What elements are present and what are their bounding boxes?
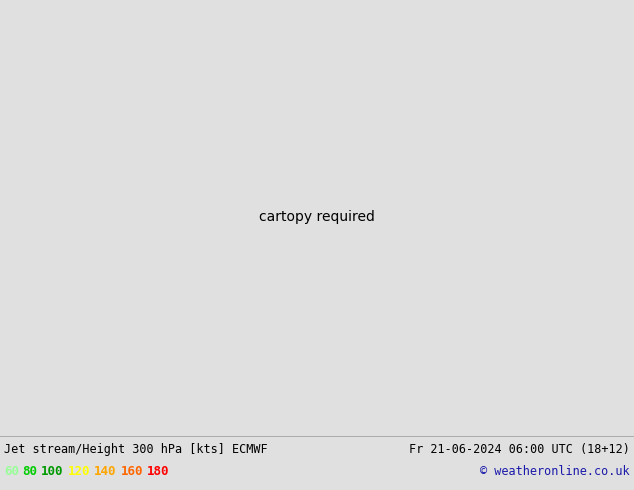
Text: © weatheronline.co.uk: © weatheronline.co.uk [481, 466, 630, 478]
Text: Fr 21-06-2024 06:00 UTC (18+12): Fr 21-06-2024 06:00 UTC (18+12) [409, 443, 630, 456]
Text: cartopy required: cartopy required [259, 210, 375, 224]
Text: 80: 80 [22, 466, 37, 478]
Text: 100: 100 [41, 466, 63, 478]
Text: Jet stream/Height 300 hPa [kts] ECMWF: Jet stream/Height 300 hPa [kts] ECMWF [4, 443, 268, 456]
Text: 160: 160 [120, 466, 143, 478]
Text: 60: 60 [4, 466, 19, 478]
Text: 120: 120 [67, 466, 90, 478]
Text: 140: 140 [94, 466, 117, 478]
Text: 180: 180 [147, 466, 170, 478]
